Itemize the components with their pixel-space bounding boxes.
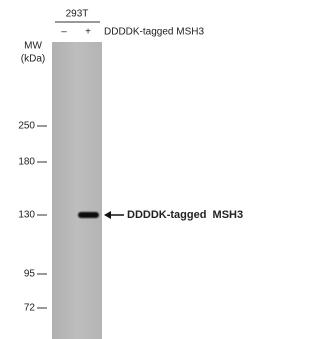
page: {"blot": { "cell_line": "293T", "lanes":…: [0, 0, 266, 339]
mw-label: MW: [24, 41, 42, 52]
lane-sign: +: [85, 27, 91, 38]
marker-label: 95: [24, 269, 36, 280]
marker-label: 250: [18, 121, 35, 132]
band: [78, 212, 99, 218]
lane-sign: –: [61, 27, 67, 38]
marker-label: 180: [18, 157, 35, 168]
lane-label: DDDDK-tagged MSH3: [104, 27, 204, 38]
mw-unit: (kDa): [21, 54, 45, 65]
cell-line: 293T: [66, 9, 89, 20]
gel-lane-area: [52, 42, 102, 339]
arrow-head: [104, 211, 111, 219]
band-label: DDDDK-tagged MSH3: [127, 209, 243, 221]
marker-ladder: 250 180 130 95 72: [18, 121, 47, 314]
marker-label: 130: [18, 210, 35, 221]
marker-label: 72: [24, 303, 36, 314]
western-blot: 293T – + DDDDK-tagged MSH3 MW (kDa) 250 1…: [0, 0, 266, 339]
